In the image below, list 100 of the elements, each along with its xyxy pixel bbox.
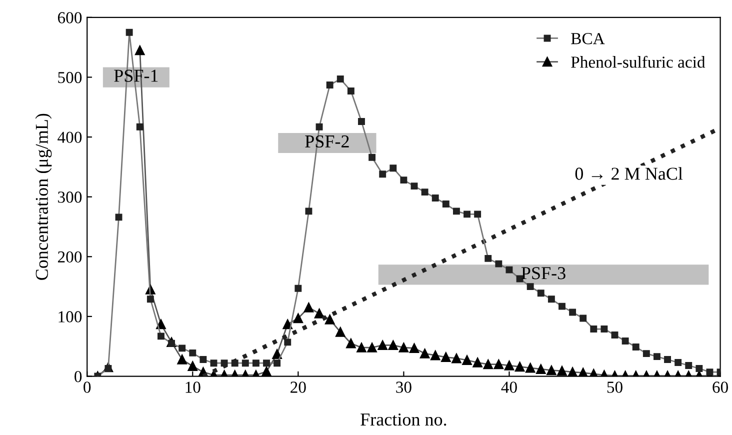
legend-label: BCA — [571, 33, 605, 44]
y-tick-label: 0 — [74, 370, 82, 382]
point — [324, 314, 335, 324]
point — [368, 154, 376, 161]
point — [326, 82, 334, 88]
point — [420, 348, 430, 358]
point — [200, 356, 207, 363]
point — [126, 28, 133, 36]
point — [304, 302, 314, 312]
point — [557, 366, 567, 376]
point — [632, 343, 640, 350]
point — [410, 182, 418, 190]
point — [282, 319, 292, 330]
x-tick-label: 0 — [84, 382, 91, 393]
point — [474, 210, 482, 218]
point — [398, 342, 409, 352]
point — [462, 355, 472, 365]
y-tick-label: 100 — [58, 311, 82, 322]
point — [358, 118, 365, 125]
point — [231, 360, 238, 367]
point — [674, 359, 682, 366]
annotation: 0 → 2 M NaCl — [575, 167, 683, 180]
point — [464, 210, 470, 218]
point — [314, 308, 324, 318]
point — [653, 353, 660, 360]
point — [293, 313, 304, 324]
point — [611, 332, 618, 338]
point — [504, 360, 514, 370]
point — [242, 360, 249, 367]
point — [294, 284, 302, 292]
point — [388, 340, 398, 350]
point — [379, 170, 386, 178]
point — [494, 359, 504, 370]
point — [220, 360, 228, 367]
point — [347, 87, 354, 94]
point — [495, 260, 502, 268]
point — [135, 45, 145, 56]
point — [189, 349, 196, 356]
point — [558, 302, 566, 310]
point — [305, 208, 312, 215]
point — [178, 344, 186, 352]
point — [146, 296, 154, 303]
point — [346, 338, 356, 348]
point — [104, 365, 112, 372]
band-label: PSF-3 — [521, 267, 566, 280]
point — [483, 359, 493, 370]
point — [378, 340, 388, 350]
point — [263, 360, 270, 367]
y-axis-title: Concentration (μg/mL) — [35, 114, 52, 280]
point — [452, 208, 460, 215]
point — [336, 327, 346, 337]
y-tick-label: 200 — [58, 251, 82, 263]
point — [514, 362, 525, 372]
point — [452, 353, 462, 364]
y-tick-label: 600 — [58, 12, 82, 24]
point — [472, 358, 482, 368]
point — [506, 266, 513, 274]
point — [526, 283, 534, 290]
point — [262, 366, 272, 376]
point — [390, 164, 397, 172]
y-tick-label: 300 — [58, 192, 82, 203]
point — [177, 354, 187, 364]
x-tick-label: 10 — [186, 382, 200, 393]
point — [158, 332, 164, 340]
x-tick-label: 50 — [607, 382, 622, 393]
point — [580, 314, 587, 322]
point — [316, 123, 323, 130]
point — [274, 360, 281, 367]
point — [685, 362, 692, 369]
legend-label: Phenol-sulfuric acid — [571, 56, 706, 68]
point — [156, 319, 166, 330]
band-label: PSF-2 — [305, 135, 349, 148]
point — [569, 308, 576, 316]
x-tick-label: 20 — [290, 382, 306, 393]
point — [421, 188, 428, 196]
point — [409, 343, 420, 354]
point — [696, 365, 703, 372]
x-axis-title: Fraction no. — [360, 413, 446, 426]
point — [284, 338, 292, 346]
x-tick-label: 30 — [396, 382, 412, 393]
point — [536, 364, 546, 374]
point — [336, 76, 344, 82]
point — [367, 342, 377, 352]
point — [548, 296, 555, 303]
y-tick-label: 500 — [58, 72, 82, 84]
point — [356, 342, 366, 352]
point — [115, 214, 122, 221]
x-tick-label: 60 — [712, 382, 728, 393]
point — [442, 200, 450, 208]
point — [590, 326, 598, 332]
point — [537, 290, 544, 297]
point — [622, 338, 629, 344]
point — [136, 123, 144, 130]
point — [188, 361, 198, 371]
point — [210, 360, 218, 367]
point — [400, 176, 408, 184]
point — [568, 367, 578, 376]
point — [525, 363, 536, 373]
point — [546, 365, 556, 376]
point — [484, 254, 492, 262]
